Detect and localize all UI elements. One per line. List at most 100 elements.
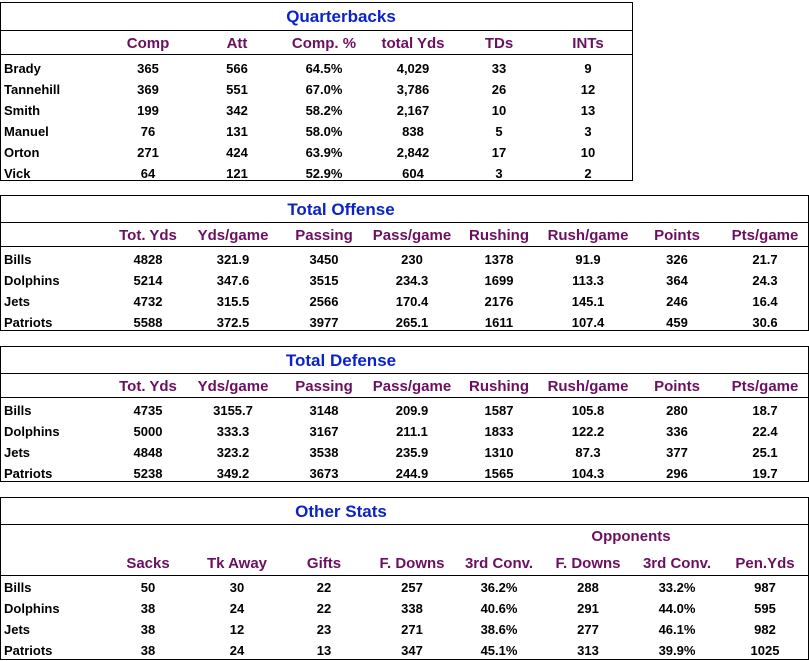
table-cell: 1378: [484, 252, 514, 267]
table-cell: 3450: [309, 252, 339, 267]
table-cell: 338: [401, 601, 423, 616]
table-cell: 23: [316, 622, 332, 637]
column-header: Yds/game: [197, 227, 269, 244]
column-header: Tot. Yds: [119, 227, 177, 244]
table-row: Manuel 76 131 58.0% 838 5 3: [1, 121, 632, 142]
table-row: Vick 64 121 52.9% 604 3 2: [1, 163, 632, 184]
table-cell: 10: [491, 103, 507, 118]
table-cell: 342: [226, 103, 248, 118]
table-cell: 105.8: [571, 403, 605, 418]
row-label: Manuel: [4, 124, 49, 139]
column-header: F. Downs: [379, 555, 445, 572]
table-cell: 321.9: [216, 252, 250, 267]
table-cell: 122.2: [571, 424, 605, 439]
row-label: Orton: [4, 145, 40, 160]
table-cell: 288: [577, 580, 599, 595]
table-cell: 2,842: [396, 145, 430, 160]
table-cell: 3538: [309, 445, 339, 460]
table-cell: 25.1: [752, 445, 778, 460]
table-cell: 170.4: [395, 294, 429, 309]
header-divider: [1, 575, 808, 576]
table-cell: 364: [666, 273, 688, 288]
total-offense-table: Total Offense Tot. Yds Yds/game Passing Pas…: [0, 195, 809, 331]
table-cell: 3: [584, 124, 592, 139]
table-cell: 1587: [484, 403, 514, 418]
table-cell: 121: [226, 166, 248, 181]
table-row: Tannehill 369 551 67.0% 3,786 26 12: [1, 79, 632, 100]
table-cell: 91.9: [575, 252, 601, 267]
total-offense-title: Total Offense: [287, 200, 395, 219]
table-cell: 365: [137, 61, 159, 76]
column-header: Rush/game: [547, 378, 629, 395]
column-header: Points: [654, 378, 700, 395]
table-cell: 44.0%: [658, 601, 696, 616]
table-row: Jets 4848 323.2 3538 235.9 1310 87.3 377 25.1: [1, 442, 808, 463]
title-divider: [1, 222, 808, 223]
total-defense-title: Total Defense: [285, 351, 397, 370]
table-row: Bills 50 30 22 257 36.2% 288 33.2% 987: [1, 577, 808, 598]
table-cell: 1310: [484, 445, 514, 460]
table-cell: 145.1: [571, 294, 605, 309]
table-cell: 10: [580, 145, 596, 160]
table-cell: 26: [491, 82, 507, 97]
table-cell: 3167: [309, 424, 339, 439]
table-cell: 45.1%: [480, 643, 518, 658]
table-cell: 38: [140, 622, 156, 637]
table-row: Bills 4735 3155.7 3148 209.9 1587 105.8 280 18.7: [1, 400, 808, 421]
column-header: total Yds: [381, 35, 445, 52]
table-cell: 3,786: [396, 82, 430, 97]
table-cell: 76: [140, 124, 156, 139]
table-row: Brady 365 566 64.5% 4,029 33 9: [1, 58, 632, 79]
column-header: Passing: [295, 227, 353, 244]
table-row: Dolphins 5000 333.3 3167 211.1 1833 122.2 336 22…: [1, 421, 808, 442]
table-cell: 333.3: [216, 424, 250, 439]
table-row: Smith 199 342 58.2% 2,167 10 13: [1, 100, 632, 121]
table-cell: 30.6: [752, 315, 778, 330]
row-label: Dolphins: [4, 424, 60, 439]
row-label: Bills: [4, 252, 32, 267]
column-header: TDs: [484, 35, 514, 52]
table-cell: 1833: [484, 424, 514, 439]
table-cell: 3: [495, 166, 503, 181]
table-cell: 58.2%: [305, 103, 343, 118]
table-cell: 595: [754, 601, 776, 616]
table-cell: 22: [316, 601, 332, 616]
table-cell: 52.9%: [305, 166, 343, 181]
column-header: Tk Away: [206, 555, 268, 572]
header-divider: [1, 246, 808, 247]
table-cell: 13: [316, 643, 332, 658]
column-header: Rushing: [469, 227, 529, 244]
table-cell: 246: [666, 294, 688, 309]
table-cell: 12: [580, 82, 596, 97]
table-cell: 982: [754, 622, 776, 637]
row-label: Vick: [4, 166, 31, 181]
table-cell: 131: [226, 124, 248, 139]
table-cell: 349.2: [216, 466, 250, 481]
table-cell: 58.0%: [305, 124, 343, 139]
table-cell: 5588: [133, 315, 163, 330]
row-label: Bills: [4, 580, 32, 595]
table-cell: 87.3: [575, 445, 601, 460]
table-cell: 296: [666, 466, 688, 481]
row-label: Patriots: [4, 466, 53, 481]
column-header: Comp. %: [291, 35, 357, 52]
column-header: Passing: [295, 378, 353, 395]
row-label: Dolphins: [4, 601, 60, 616]
table-row: Patriots 38 24 13 347 45.1% 313 39.9% 1025: [1, 640, 808, 661]
opponents-label: Opponents: [591, 528, 671, 545]
table-cell: 33.2%: [658, 580, 696, 595]
table-cell: 13: [580, 103, 596, 118]
table-cell: 30: [229, 580, 245, 595]
table-cell: 24.3: [752, 273, 778, 288]
table-cell: 3515: [309, 273, 339, 288]
column-header: Rush/game: [547, 227, 629, 244]
table-cell: 19.7: [752, 466, 778, 481]
table-cell: 113.3: [572, 273, 604, 288]
table-row: Jets 4732 315.5 2566 170.4 2176 145.1 246 16.4: [1, 291, 808, 312]
table-cell: 40.6%: [480, 601, 518, 616]
table-cell: 12: [229, 622, 245, 637]
table-cell: 209.9: [395, 403, 429, 418]
table-cell: 459: [666, 315, 688, 330]
table-cell: 987: [754, 580, 776, 595]
table-cell: 323.2: [216, 445, 250, 460]
